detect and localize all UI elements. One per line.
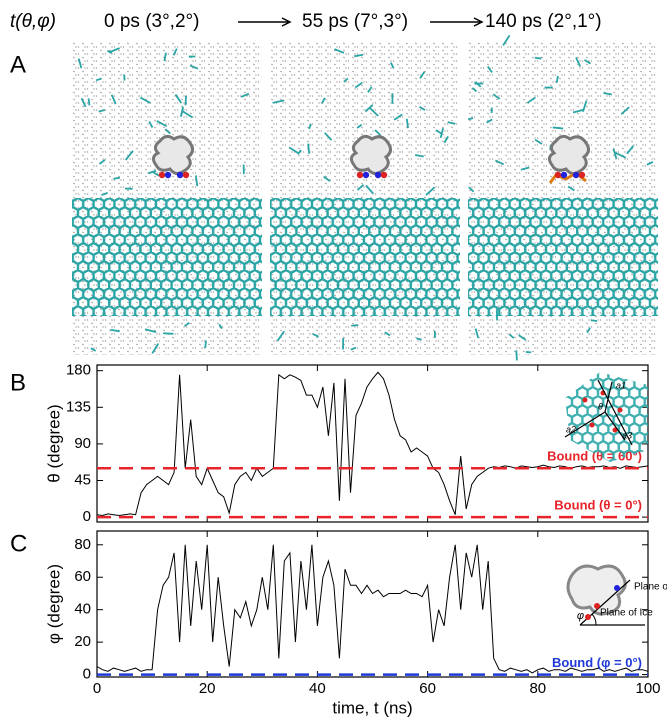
reference-label: Bound (φ = 0°) bbox=[552, 655, 642, 670]
x-tick-label: 100 bbox=[635, 680, 660, 697]
atom bbox=[381, 172, 387, 178]
series-line bbox=[97, 545, 648, 673]
atom bbox=[375, 172, 381, 178]
atom bbox=[363, 172, 369, 178]
y-axis-label: θ (degree) bbox=[44, 404, 63, 482]
panel-label: B bbox=[10, 369, 26, 396]
atom bbox=[183, 172, 189, 178]
y-tick-label: 0 bbox=[83, 666, 91, 683]
x-tick-label: 0 bbox=[93, 680, 101, 697]
inset-label: φ bbox=[577, 610, 584, 622]
atom bbox=[159, 172, 165, 178]
y-tick-label: 20 bbox=[74, 633, 91, 650]
panel-label: A bbox=[10, 51, 26, 78]
protein bbox=[549, 136, 588, 173]
atom bbox=[555, 172, 561, 178]
inset-dot bbox=[585, 614, 591, 620]
inset-dot bbox=[618, 408, 623, 413]
x-axis-label: time, t (ns) bbox=[332, 698, 412, 717]
x-tick-label: 60 bbox=[419, 680, 436, 697]
atom bbox=[579, 172, 585, 178]
water-chain bbox=[113, 178, 120, 179]
atom bbox=[177, 172, 183, 178]
protein bbox=[153, 136, 192, 173]
inset-dot bbox=[583, 398, 588, 403]
y-tick-label: 0 bbox=[83, 508, 91, 525]
ice-slab bbox=[72, 198, 262, 316]
y-tick-label: 90 bbox=[74, 435, 91, 452]
water-chain bbox=[407, 119, 408, 128]
y-axis-label: φ (degree) bbox=[44, 564, 63, 644]
water-chain bbox=[205, 340, 206, 347]
inset-label: θ bbox=[598, 401, 603, 411]
y-tick-label: 80 bbox=[74, 536, 91, 553]
inset-label: a3 bbox=[622, 430, 632, 440]
water-chain bbox=[186, 96, 187, 106]
reference-label: Bound (θ = 0°) bbox=[554, 498, 642, 513]
ice-slab bbox=[468, 198, 658, 316]
atom bbox=[357, 172, 363, 178]
series-line bbox=[97, 372, 648, 515]
panel-label: C bbox=[10, 530, 27, 557]
atom bbox=[573, 172, 579, 178]
plot: 0 20 40 60 80 0 20 40 60 80 100 φ (degree) time, t (… bbox=[44, 531, 667, 717]
water-chain bbox=[516, 350, 517, 360]
y-tick-label: 45 bbox=[74, 471, 91, 488]
water-chain bbox=[163, 333, 173, 334]
water-chain bbox=[591, 320, 597, 321]
water-chain bbox=[89, 98, 90, 105]
x-tick-label: 20 bbox=[199, 680, 216, 697]
snapshots bbox=[72, 35, 658, 360]
x-tick-label: 80 bbox=[529, 680, 546, 697]
y-tick-label: 40 bbox=[74, 601, 91, 618]
ice-slab bbox=[270, 198, 460, 316]
water-chain bbox=[468, 118, 473, 119]
y-tick-label: 135 bbox=[66, 398, 91, 415]
y-tick-label: 180 bbox=[66, 362, 91, 379]
water-chain bbox=[351, 325, 358, 326]
inset-label: Plane of IBS bbox=[634, 582, 667, 593]
inset-label: Plane of Ice bbox=[600, 608, 653, 619]
angle-arc bbox=[592, 614, 596, 625]
snapshot bbox=[468, 35, 658, 360]
x-tick-label: 40 bbox=[309, 680, 326, 697]
frame-label: 0 ps (3°,2°) bbox=[104, 11, 199, 32]
frame-label: 55 ps (7°,3°) bbox=[302, 11, 408, 32]
inset-label: a2 bbox=[566, 424, 576, 434]
inset-label: a1 bbox=[616, 380, 626, 390]
protein bbox=[351, 136, 390, 173]
inset-dot bbox=[614, 585, 620, 591]
y-tick-label: 60 bbox=[74, 568, 91, 585]
water-chain bbox=[535, 58, 542, 59]
header-label: t(θ,φ) bbox=[10, 11, 56, 32]
atom bbox=[561, 172, 567, 178]
frame-label: 140 ps (2°,1°) bbox=[485, 11, 602, 32]
water-chain bbox=[308, 144, 309, 154]
inset-dot bbox=[590, 423, 595, 428]
atom bbox=[165, 172, 171, 178]
snapshot bbox=[72, 42, 262, 355]
water-chain bbox=[553, 127, 563, 128]
snapshot bbox=[270, 42, 460, 355]
